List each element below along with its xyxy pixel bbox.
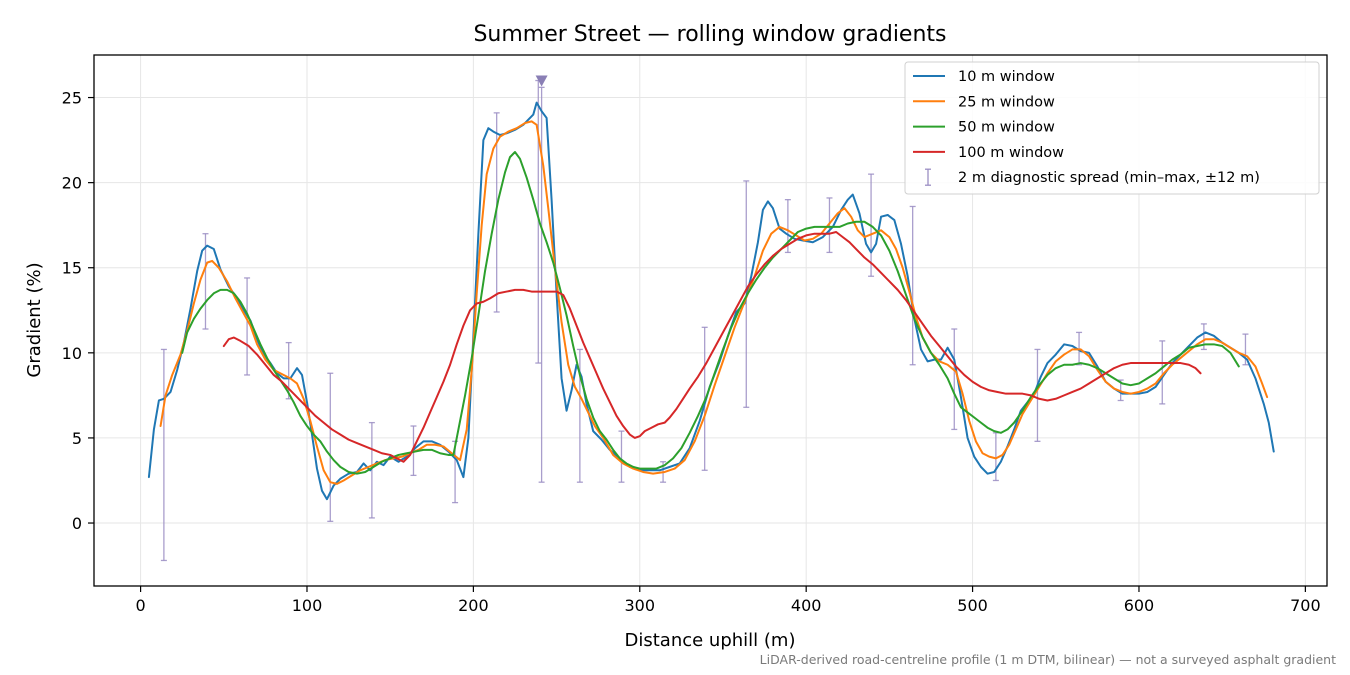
- y-tick-label: 15: [62, 259, 82, 278]
- peak-marker-layer: [535, 75, 548, 87]
- legend-entry: 50 m window: [913, 120, 1055, 136]
- legend-entry: 100 m window: [913, 145, 1064, 161]
- legend-label: 50 m window: [958, 120, 1055, 136]
- errorbar: [909, 205, 916, 366]
- plot-frame: [93, 54, 1328, 587]
- x-tick-label: 600: [1124, 596, 1155, 615]
- errorbar: [368, 421, 375, 519]
- y-tick-label: 0: [72, 514, 82, 533]
- legend-entry: 2 m diagnostic spread (min–max, ±12 m): [925, 168, 1260, 186]
- chart-title: Summer Street — rolling window gradients: [473, 22, 946, 47]
- series-line-1: [159, 120, 1269, 485]
- legend-box: [904, 61, 1320, 195]
- errorbar: [160, 348, 167, 562]
- errorbar: [618, 430, 625, 483]
- y-tick-label: 25: [62, 89, 82, 108]
- legend-entry: 10 m window: [913, 69, 1055, 85]
- series-line-3: [222, 231, 1202, 463]
- x-tick-label: 700: [1290, 596, 1321, 615]
- y-tick-label: 20: [62, 174, 82, 193]
- errorbar: [1242, 333, 1249, 366]
- errorbar: [826, 197, 833, 254]
- y-tick-label: 5: [72, 429, 82, 448]
- legend-label: 100 m window: [958, 145, 1064, 161]
- legend-label: 25 m window: [958, 94, 1055, 110]
- x-tick-label: 0: [135, 596, 145, 615]
- axis-ticks: 0 100 200 300 400 500 600 700 0 5 10 15 20 25: [62, 89, 1321, 615]
- x-tick-label: 500: [957, 596, 988, 615]
- errorbar: [951, 328, 958, 431]
- y-axis-label: Gradient (%): [24, 262, 45, 377]
- errorbar: [244, 277, 251, 376]
- legend-entry: 25 m window: [913, 94, 1055, 110]
- legend-label: 10 m window: [958, 69, 1055, 85]
- x-axis-label: Distance uphill (m): [625, 630, 796, 651]
- series-line-0: [147, 101, 1275, 501]
- errorbar: [1159, 340, 1166, 405]
- x-tick-label: 100: [292, 596, 323, 615]
- legend-label: 2 m diagnostic spread (min–max, ±12 m): [958, 170, 1260, 186]
- legend: 10 m window 25 m window 50 m window 100 m w…: [904, 61, 1320, 195]
- x-tick-label: 300: [625, 596, 656, 615]
- y-tick-label: 10: [62, 344, 82, 363]
- x-tick-label: 400: [791, 596, 822, 615]
- series-lines: [147, 101, 1275, 501]
- x-tick-label: 200: [458, 596, 489, 615]
- errorbar: [1034, 348, 1041, 442]
- errorbar: [327, 372, 334, 522]
- errorbar: [202, 233, 209, 330]
- peak-marker-triangle: [535, 75, 548, 87]
- series-line-2: [181, 151, 1240, 475]
- chart-footnote: LiDAR-derived road-centreline profile (1…: [760, 652, 1336, 667]
